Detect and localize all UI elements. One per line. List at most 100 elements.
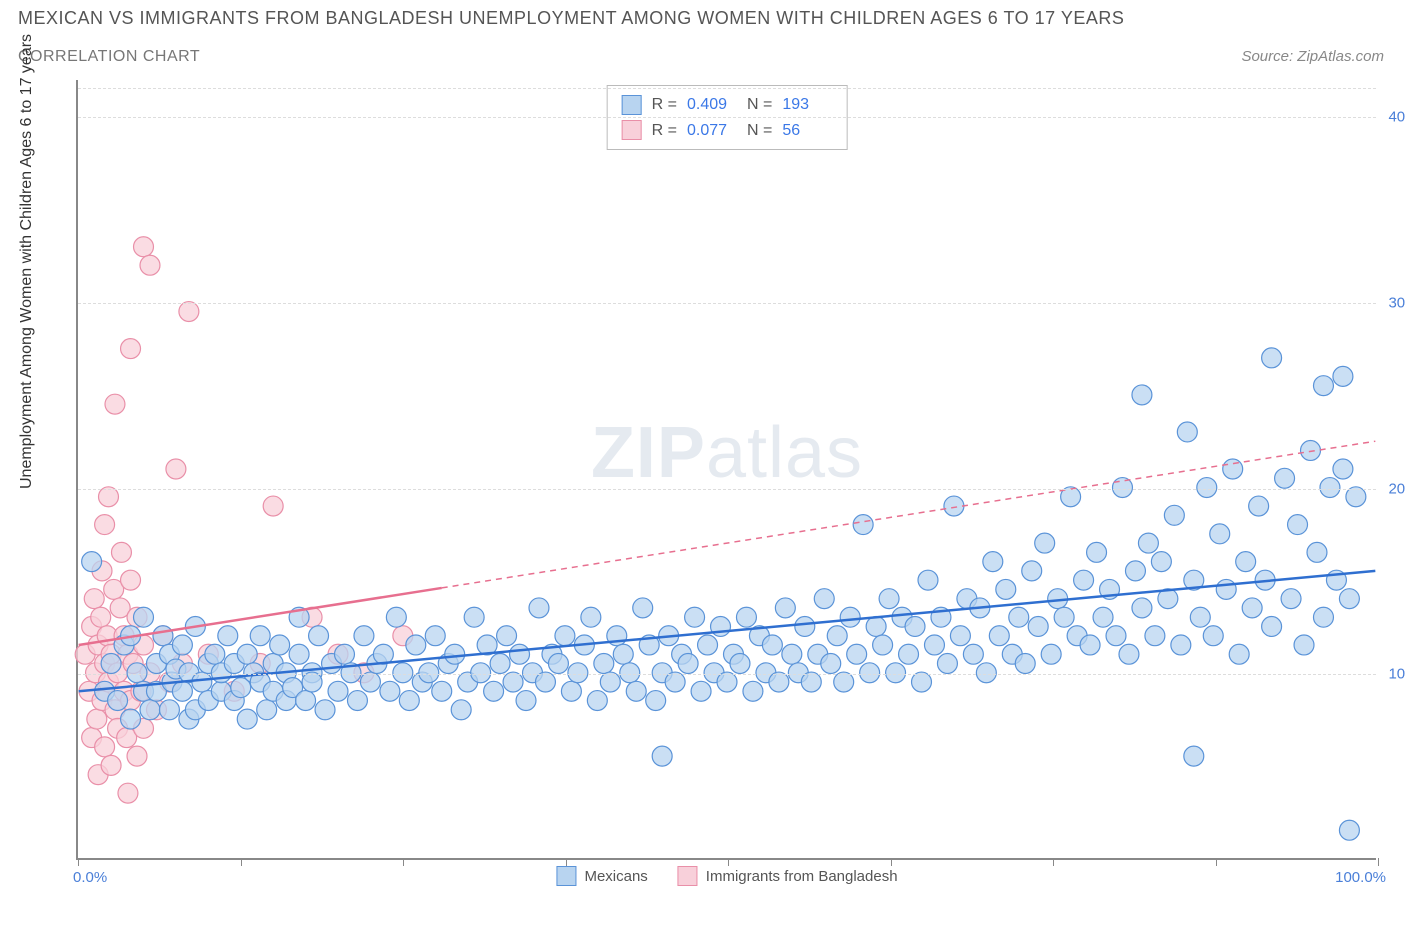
scatter-point bbox=[821, 654, 841, 674]
scatter-point bbox=[380, 681, 400, 701]
scatter-point bbox=[484, 681, 504, 701]
scatter-point bbox=[425, 626, 445, 646]
scatter-point bbox=[730, 654, 750, 674]
scatter-point bbox=[172, 681, 192, 701]
legend-label-0: Mexicans bbox=[584, 868, 647, 885]
scatter-point bbox=[140, 255, 160, 275]
scatter-point bbox=[924, 635, 944, 655]
scatter-point bbox=[121, 339, 141, 359]
scatter-point bbox=[1242, 598, 1262, 618]
scatter-point bbox=[678, 654, 698, 674]
scatter-point bbox=[432, 681, 452, 701]
scatter-point bbox=[1119, 644, 1139, 664]
scatter-point bbox=[347, 691, 367, 711]
scatter-point bbox=[91, 607, 111, 627]
scatter-point bbox=[937, 654, 957, 674]
scatter-point bbox=[134, 237, 154, 257]
grid-line bbox=[78, 303, 1376, 304]
chart-title: MEXICAN VS IMMIGRANTS FROM BANGLADESH UN… bbox=[18, 8, 1124, 29]
scatter-point bbox=[1035, 533, 1055, 553]
scatter-point bbox=[335, 644, 355, 664]
scatter-point bbox=[1216, 579, 1236, 599]
scatter-point bbox=[399, 691, 419, 711]
scatter-point bbox=[1093, 607, 1113, 627]
scatter-point bbox=[510, 644, 530, 664]
scatter-point bbox=[101, 755, 121, 775]
scatter-point bbox=[1125, 561, 1145, 581]
scatter-svg bbox=[78, 80, 1376, 858]
scatter-point bbox=[561, 681, 581, 701]
y-tick-label: 30.0% bbox=[1388, 294, 1406, 311]
legend-swatch-1 bbox=[678, 866, 698, 886]
scatter-point bbox=[587, 691, 607, 711]
scatter-point bbox=[775, 598, 795, 618]
scatter-point bbox=[179, 302, 199, 322]
scatter-point bbox=[1288, 515, 1308, 535]
grid-line bbox=[78, 117, 1376, 118]
scatter-point bbox=[1197, 478, 1217, 498]
legend-item-1: Immigrants from Bangladesh bbox=[678, 866, 898, 886]
stats-row-1: R = 0.077 N = 56 bbox=[622, 118, 833, 144]
stats-r-value-1: 0.077 bbox=[687, 118, 737, 144]
scatter-point bbox=[827, 626, 847, 646]
scatter-point bbox=[646, 691, 666, 711]
x-tick bbox=[403, 858, 404, 866]
scatter-point bbox=[1333, 459, 1353, 479]
scatter-point bbox=[153, 626, 173, 646]
scatter-point bbox=[1307, 542, 1327, 562]
scatter-point bbox=[899, 644, 919, 664]
stats-n-value-1: 56 bbox=[782, 118, 832, 144]
scatter-point bbox=[101, 654, 121, 674]
scatter-point bbox=[105, 394, 125, 414]
scatter-point bbox=[873, 635, 893, 655]
scatter-point bbox=[1138, 533, 1158, 553]
scatter-point bbox=[1262, 616, 1282, 636]
scatter-point bbox=[1015, 654, 1035, 674]
scatter-point bbox=[118, 783, 138, 803]
scatter-point bbox=[886, 663, 906, 683]
x-tick bbox=[1378, 858, 1379, 866]
scatter-point bbox=[581, 607, 601, 627]
scatter-point bbox=[419, 663, 439, 683]
scatter-point bbox=[1132, 598, 1152, 618]
scatter-point bbox=[1339, 589, 1359, 609]
scatter-point bbox=[1313, 607, 1333, 627]
scatter-point bbox=[121, 570, 141, 590]
scatter-point bbox=[497, 626, 517, 646]
scatter-point bbox=[1106, 626, 1126, 646]
scatter-point bbox=[782, 644, 802, 664]
scatter-point bbox=[996, 579, 1016, 599]
scatter-point bbox=[328, 681, 348, 701]
scatter-point bbox=[127, 746, 147, 766]
scatter-point bbox=[108, 691, 128, 711]
scatter-point bbox=[134, 607, 154, 627]
scatter-point bbox=[315, 700, 335, 720]
chart-subtitle: CORRELATION CHART bbox=[18, 48, 200, 66]
scatter-point bbox=[1223, 459, 1243, 479]
y-tick-label: 10.0% bbox=[1388, 666, 1406, 683]
scatter-point bbox=[1009, 607, 1029, 627]
x-tick bbox=[728, 858, 729, 866]
scatter-point bbox=[296, 691, 316, 711]
scatter-point bbox=[620, 663, 640, 683]
scatter-point bbox=[237, 709, 257, 729]
x-axis-min-label: 0.0% bbox=[73, 869, 107, 886]
scatter-point bbox=[1164, 505, 1184, 525]
stats-r-value-0: 0.409 bbox=[687, 92, 737, 118]
scatter-point bbox=[309, 626, 329, 646]
scatter-point bbox=[289, 644, 309, 664]
scatter-point bbox=[1087, 542, 1107, 562]
scatter-point bbox=[172, 635, 192, 655]
scatter-point bbox=[879, 589, 899, 609]
scatter-point bbox=[1346, 487, 1366, 507]
scatter-point bbox=[99, 487, 119, 507]
scatter-point bbox=[237, 644, 257, 664]
scatter-point bbox=[159, 700, 179, 720]
scatter-point bbox=[1249, 496, 1269, 516]
scatter-point bbox=[1281, 589, 1301, 609]
scatter-point bbox=[548, 654, 568, 674]
plot-region: ZIPatlas R = 0.409 N = 193 R = 0.077 N =… bbox=[76, 80, 1376, 860]
scatter-point bbox=[1229, 644, 1249, 664]
scatter-point bbox=[950, 626, 970, 646]
scatter-point bbox=[1074, 570, 1094, 590]
